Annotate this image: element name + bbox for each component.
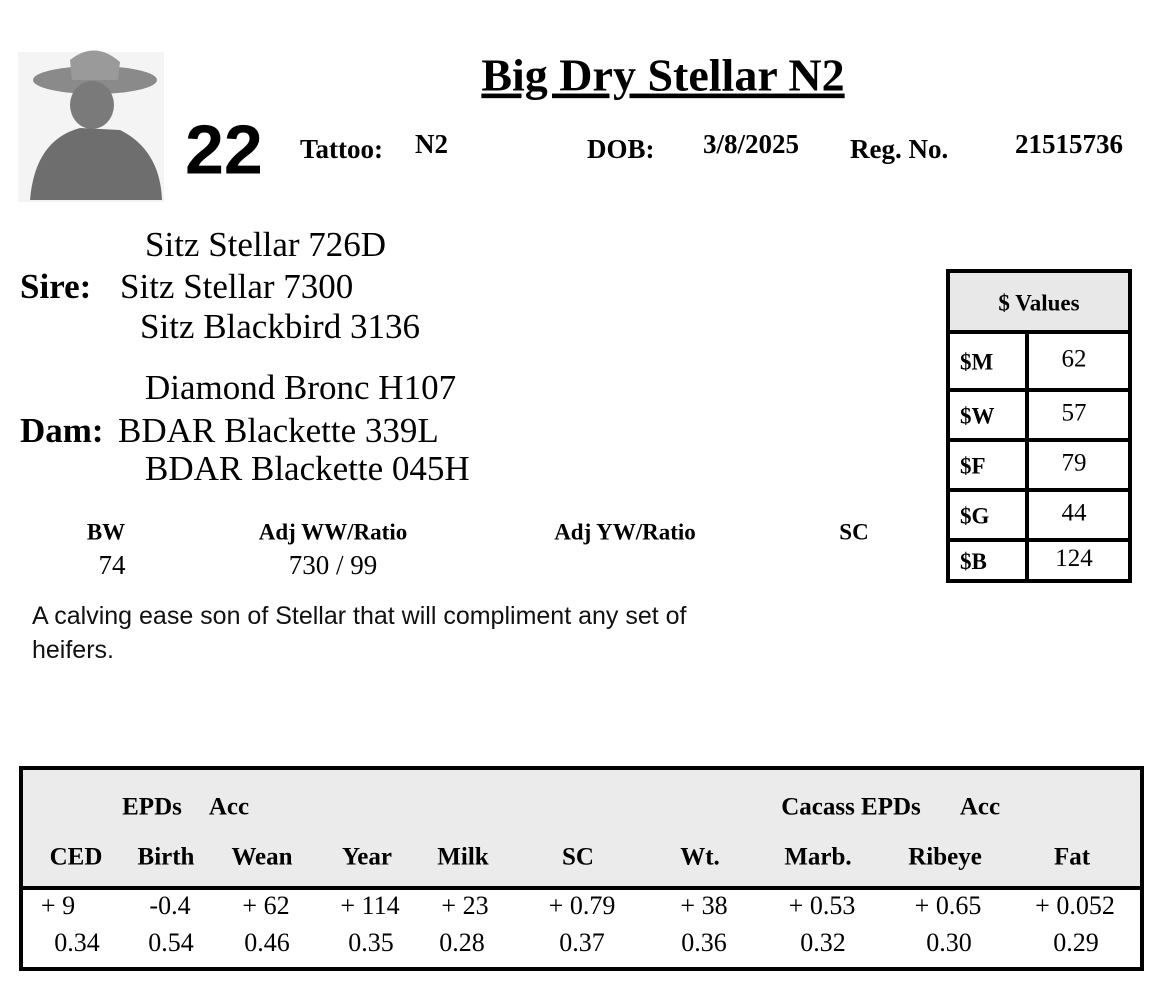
values-box [946, 269, 1132, 583]
epd-column: Wean [231, 844, 292, 871]
epd-column: Marb. [784, 844, 851, 871]
performance-header: SC [839, 519, 868, 544]
value-number: 57 [1062, 400, 1087, 427]
epd-accuracy: 0.28 [439, 928, 485, 957]
epd-value: + 23 [441, 891, 488, 920]
performance-header: Adj WW/Ratio [259, 519, 407, 544]
value-number: 79 [1062, 450, 1087, 477]
epd-value: + 9 [41, 891, 75, 920]
value-label: $M [960, 349, 994, 374]
value-label: $F [960, 453, 986, 478]
epd-column: Ribeye [908, 844, 982, 871]
epd-column: CED [50, 844, 103, 871]
epd-column: Birth [138, 844, 195, 871]
tattoo-label: Tattoo: [300, 134, 383, 164]
epd-column: Fat [1054, 844, 1091, 871]
pedigree-bottom: BDAR Blackette 045H [145, 449, 470, 488]
value-number: 44 [1062, 500, 1088, 527]
epd-value: -0.4 [149, 891, 190, 920]
epd-box [19, 766, 1144, 971]
reg-number: 21515736 [1015, 129, 1123, 159]
epd-accuracy: 0.54 [148, 928, 194, 957]
pedigree-top: Sitz Stellar 726D [145, 225, 386, 264]
epd-accuracy: 0.36 [681, 928, 727, 957]
value-label: $B [960, 549, 987, 574]
dob-label: DOB: [587, 134, 655, 164]
epd-value: + 0.052 [1035, 891, 1115, 920]
tattoo: N2 [415, 129, 448, 159]
values-header-bg [950, 273, 1128, 332]
epd-accuracy: 0.29 [1053, 928, 1099, 957]
lot-number: 22 [185, 110, 263, 188]
value-number: 124 [1055, 545, 1093, 572]
epd-group: EPDs [122, 794, 182, 821]
performance-value: 74 [99, 550, 127, 580]
epd-accuracy: 0.34 [54, 928, 100, 957]
epd-column: Milk [437, 844, 488, 871]
pedigree-top: Diamond Bronc H107 [145, 368, 456, 407]
epd-value: + 62 [242, 891, 289, 920]
performance-value: 730 / 99 [289, 550, 378, 580]
epd-accuracy: 0.35 [348, 928, 394, 957]
title: Big Dry Stellar N2 [481, 50, 844, 101]
epd-value: + 0.53 [789, 891, 856, 920]
epd-group: Acc [960, 794, 1000, 821]
dob: 3/8/2025 [703, 129, 799, 159]
epd-accuracy: 0.46 [244, 928, 290, 957]
epd-value: + 38 [680, 891, 727, 920]
epd-accuracy: 0.32 [800, 928, 846, 957]
pedigree-name: Sitz Stellar 7300 [120, 267, 353, 306]
performance-header: Adj YW/Ratio [554, 519, 696, 544]
epd-value: + 0.79 [549, 891, 616, 920]
epd-value: + 114 [340, 891, 399, 920]
epd-header-bg [23, 770, 1140, 887]
description: A calving ease son of Stellar that will … [32, 602, 687, 664]
pedigree-label: Sire: [20, 267, 91, 306]
epd-column: Wt. [680, 844, 720, 871]
pedigree-bottom: Sitz Blackbird 3136 [140, 307, 420, 346]
reg-label: Reg. No. [850, 134, 948, 164]
photo [18, 50, 164, 202]
epd-accuracy: 0.37 [559, 928, 605, 957]
value-label: $W [960, 403, 995, 428]
epd-group: Acc [209, 794, 249, 821]
value-number: 62 [1062, 346, 1087, 373]
value-label: $G [960, 503, 990, 528]
values-title: $ Values [998, 290, 1079, 315]
epd-value: + 0.65 [915, 891, 982, 920]
pedigree-name: BDAR Blackette 339L [118, 411, 439, 450]
epd-accuracy: 0.30 [926, 928, 972, 957]
performance-header: BW [87, 519, 125, 544]
epd-column: Year [342, 844, 392, 871]
epd-group: Cacass EPDs [781, 794, 921, 821]
pedigree-label: Dam: [20, 411, 104, 450]
epd-column: SC [562, 844, 594, 871]
